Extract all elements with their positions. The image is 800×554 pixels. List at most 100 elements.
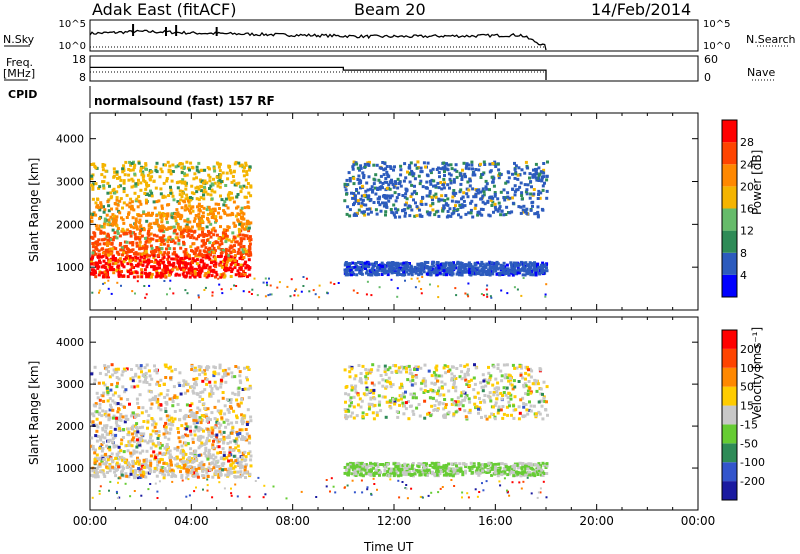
data-cell	[359, 204, 363, 208]
data-cell	[537, 265, 541, 269]
data-cell	[105, 460, 109, 464]
data-cell	[152, 450, 156, 454]
data-cell	[227, 249, 231, 253]
data-cell	[175, 267, 179, 271]
data-cell	[248, 273, 252, 277]
data-cell	[447, 163, 451, 167]
data-cell	[413, 268, 417, 272]
data-cell	[210, 411, 214, 415]
data-cell	[207, 448, 211, 452]
data-cell	[190, 191, 194, 195]
data-cell	[437, 197, 441, 201]
data-cell	[149, 237, 153, 241]
data-cell	[189, 161, 193, 165]
data-cell	[168, 397, 172, 401]
data-cell	[437, 386, 441, 390]
data-cell	[410, 277, 413, 280]
data-cell	[396, 186, 400, 190]
data-cell	[119, 449, 123, 453]
data-cell	[378, 187, 382, 191]
data-cell	[228, 168, 232, 172]
data-cell	[300, 290, 303, 293]
data-cell	[139, 166, 143, 170]
data-cell	[382, 204, 386, 208]
data-cell	[269, 284, 272, 287]
data-cell	[411, 378, 415, 382]
data-cell	[184, 443, 188, 447]
data-cell	[224, 265, 228, 269]
data-cell	[511, 387, 515, 391]
data-cell	[197, 212, 201, 216]
data-cell	[125, 216, 129, 219]
data-cell	[205, 275, 209, 279]
data-cell	[449, 265, 453, 269]
data-cell	[516, 266, 520, 270]
data-cell	[169, 427, 173, 431]
data-cell	[107, 253, 110, 257]
data-cell	[361, 184, 364, 188]
data-cell	[409, 379, 413, 383]
data-cell	[200, 267, 204, 271]
data-cell	[204, 266, 208, 270]
data-cell	[193, 451, 197, 454]
data-cell	[246, 227, 250, 231]
data-cell	[432, 179, 436, 183]
data-cell	[218, 255, 222, 259]
data-cell	[222, 453, 226, 457]
data-cell	[131, 256, 134, 260]
data-cell	[154, 186, 158, 190]
data-cell	[115, 190, 119, 194]
data-cell	[202, 369, 206, 373]
data-cell	[108, 408, 112, 412]
data-cell	[236, 234, 240, 238]
data-cell	[214, 219, 218, 223]
data-cell	[391, 261, 394, 265]
data-cell	[444, 263, 448, 267]
data-cell	[227, 454, 231, 458]
data-cell	[506, 180, 510, 184]
data-cell	[239, 272, 243, 276]
data-cell	[235, 414, 238, 418]
data-cell	[462, 199, 466, 203]
data-cell	[213, 405, 217, 409]
data-cell	[496, 197, 500, 201]
data-cell	[113, 257, 117, 260]
data-cell	[113, 401, 117, 405]
data-cell	[440, 187, 444, 191]
data-cell	[246, 182, 250, 185]
data-cell	[344, 415, 348, 419]
data-cell	[457, 268, 461, 272]
data-cell	[197, 435, 201, 439]
data-cell	[525, 211, 529, 215]
data-cell	[171, 404, 175, 408]
data-cell	[542, 171, 546, 175]
data-cell	[198, 462, 202, 465]
data-cell	[233, 183, 237, 187]
data-cell	[353, 387, 357, 391]
data-cell	[410, 273, 414, 277]
data-cell	[155, 239, 159, 243]
data-cell	[229, 401, 233, 405]
data-cell	[108, 438, 112, 442]
data-cell	[245, 170, 249, 174]
data-cell	[135, 241, 139, 245]
data-cell	[264, 295, 267, 298]
data-cell	[429, 204, 433, 208]
data-cell	[210, 259, 214, 263]
data-cell	[131, 290, 134, 293]
data-cell	[483, 264, 487, 268]
data-cell	[206, 365, 209, 369]
data-cell	[163, 435, 167, 439]
data-cell	[195, 427, 199, 431]
data-cell	[99, 438, 103, 442]
data-cell	[155, 218, 159, 222]
data-cell	[210, 274, 214, 278]
data-cell	[117, 407, 120, 411]
data-cell	[528, 196, 532, 200]
data-cell	[437, 285, 440, 288]
data-cell	[163, 363, 167, 367]
data-cell	[218, 185, 222, 189]
data-cell	[243, 262, 247, 266]
data-cell	[201, 465, 205, 469]
data-cell	[122, 229, 126, 233]
